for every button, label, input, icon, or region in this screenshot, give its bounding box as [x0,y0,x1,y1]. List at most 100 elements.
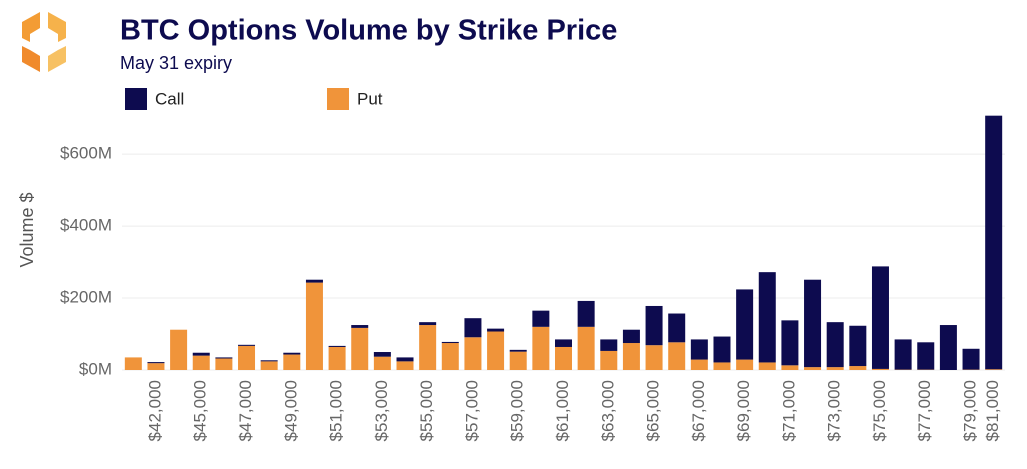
bar-segment [939,325,957,370]
bar-segment [826,367,844,370]
bar-segment [283,354,301,370]
legend-swatch [125,88,147,110]
bar-segment [555,346,572,370]
y-axis-title: Volume $ [17,192,37,267]
bar-segment [351,325,369,328]
x-tick-label: $73,000 [825,380,844,441]
bar-segment [464,318,482,338]
bar-segment [645,305,663,346]
bar-segment [985,115,1003,370]
bar-segment [781,320,799,366]
bar-segment [441,341,459,344]
bar-segment [600,350,618,370]
x-tick-label: $69,000 [734,380,753,441]
x-tick-label: $81,000 [983,380,1002,441]
x-tick-label: $67,000 [689,380,708,441]
bar-segment [871,368,889,370]
x-tick-label: $45,000 [191,380,210,441]
x-tick-label: $61,000 [553,380,572,441]
bar-segment [736,359,754,370]
bar-segment [509,351,527,370]
chart-title: BTC Options Volume by Strike Price [120,15,617,47]
bar-segment [894,339,912,370]
bar-segment [713,336,731,363]
bar-segment [124,357,142,370]
x-tick-label: $71,000 [779,380,798,441]
x-tick-label: $77,000 [915,380,934,441]
bar-segment [305,279,323,283]
bar-segment [396,357,414,362]
bar-segment [985,369,1003,370]
bar-segment [328,345,346,347]
bar-segment [419,325,437,370]
bar-segment [147,363,165,370]
bar-segment [758,362,776,370]
bar-segment [373,352,391,357]
x-tick-label: $65,000 [644,380,663,441]
legend-swatch [327,88,349,110]
x-tick-label: $47,000 [236,380,255,441]
legend-label: Put [357,89,383,108]
bar-segment [713,362,731,370]
bar-segment [238,345,256,370]
bar-segment [690,339,708,360]
bar-segment [215,357,233,359]
bar-segment [419,322,437,326]
y-tick-label: $600M [60,144,112,163]
y-tick-label: $200M [60,288,112,307]
bar-segment [668,342,686,370]
bar-segment [351,327,369,370]
x-tick-label: $59,000 [508,380,527,441]
bar-segment [804,367,822,370]
bar-segment [305,282,323,370]
bar-segment [464,337,482,370]
bar-segment [645,345,663,370]
bar-segment [577,300,595,327]
bar-segment [962,348,980,370]
bar-segment [871,266,889,369]
bar-segment [577,326,595,370]
y-tick-label: $0M [79,359,112,378]
bar-segment [509,349,527,352]
x-tick-label: $51,000 [327,380,346,441]
bar-segment [238,344,256,346]
bar-segment [170,329,188,370]
x-tick-label: $42,000 [145,380,164,441]
bar-segment [192,355,210,370]
bar-segment [826,322,844,368]
bar-segment [396,361,414,370]
bar-segment [532,326,550,370]
bar-segment [690,359,708,370]
legend-label: Call [155,89,184,108]
bar-segment [736,289,754,360]
bar-segment [622,343,640,370]
bar-segment [441,343,459,370]
bar-segment [147,362,165,364]
x-tick-label: $49,000 [281,380,300,441]
x-tick-label: $57,000 [462,380,481,441]
bar-segment [804,279,822,368]
x-tick-label: $53,000 [372,380,391,441]
bar-segment [283,352,301,355]
bar-segment [487,331,505,370]
bar-segment [260,360,278,362]
bar-segment [781,365,799,370]
bar-segment [260,361,278,370]
x-tick-label: $55,000 [417,380,436,441]
bar-segment [487,328,505,332]
bar-segment [600,339,618,351]
chart-subtitle: May 31 expiry [120,53,232,73]
x-tick-label: $75,000 [870,380,889,441]
bar-segment [328,346,346,370]
bar-segment [555,339,572,347]
logo [22,12,66,72]
bar-segment [917,342,935,370]
bar-segment [668,313,686,343]
bar-segment [192,352,210,356]
bar-segment [849,325,867,367]
bar-segment [622,329,640,344]
bar-segment [532,310,550,327]
bar-segment [215,358,233,370]
bar-segment [849,366,867,370]
